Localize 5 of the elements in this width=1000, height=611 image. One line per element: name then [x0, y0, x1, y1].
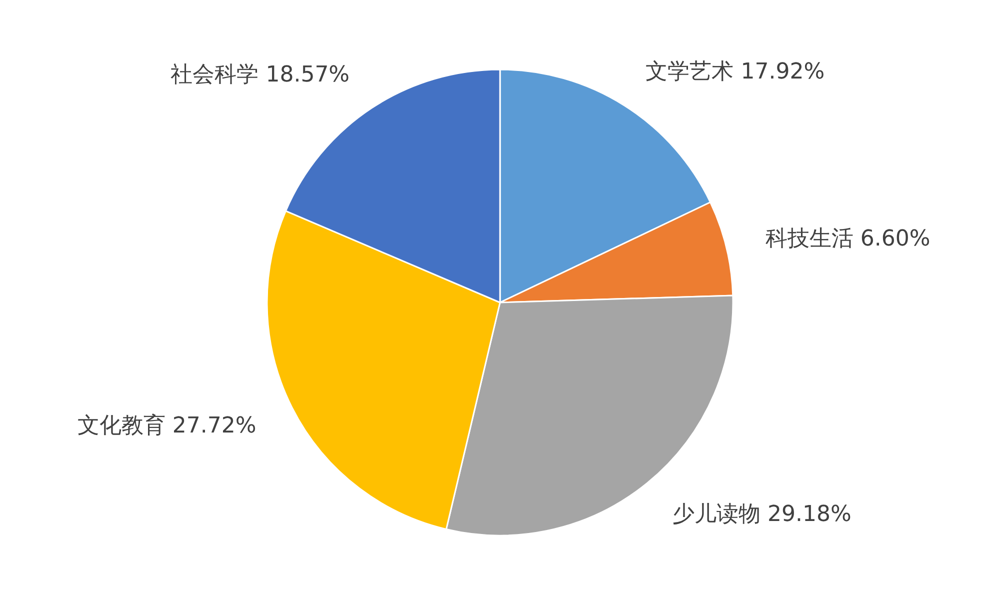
slice-label: 科技生活 6.60%	[765, 226, 930, 252]
slice-label: 少儿读物 29.18%	[672, 502, 852, 528]
slice-label: 文化教育 27.72%	[77, 412, 256, 438]
slice-label: 文学艺术 17.92%	[646, 60, 825, 85]
slice-label: 社会科学 18.57%	[170, 62, 350, 88]
